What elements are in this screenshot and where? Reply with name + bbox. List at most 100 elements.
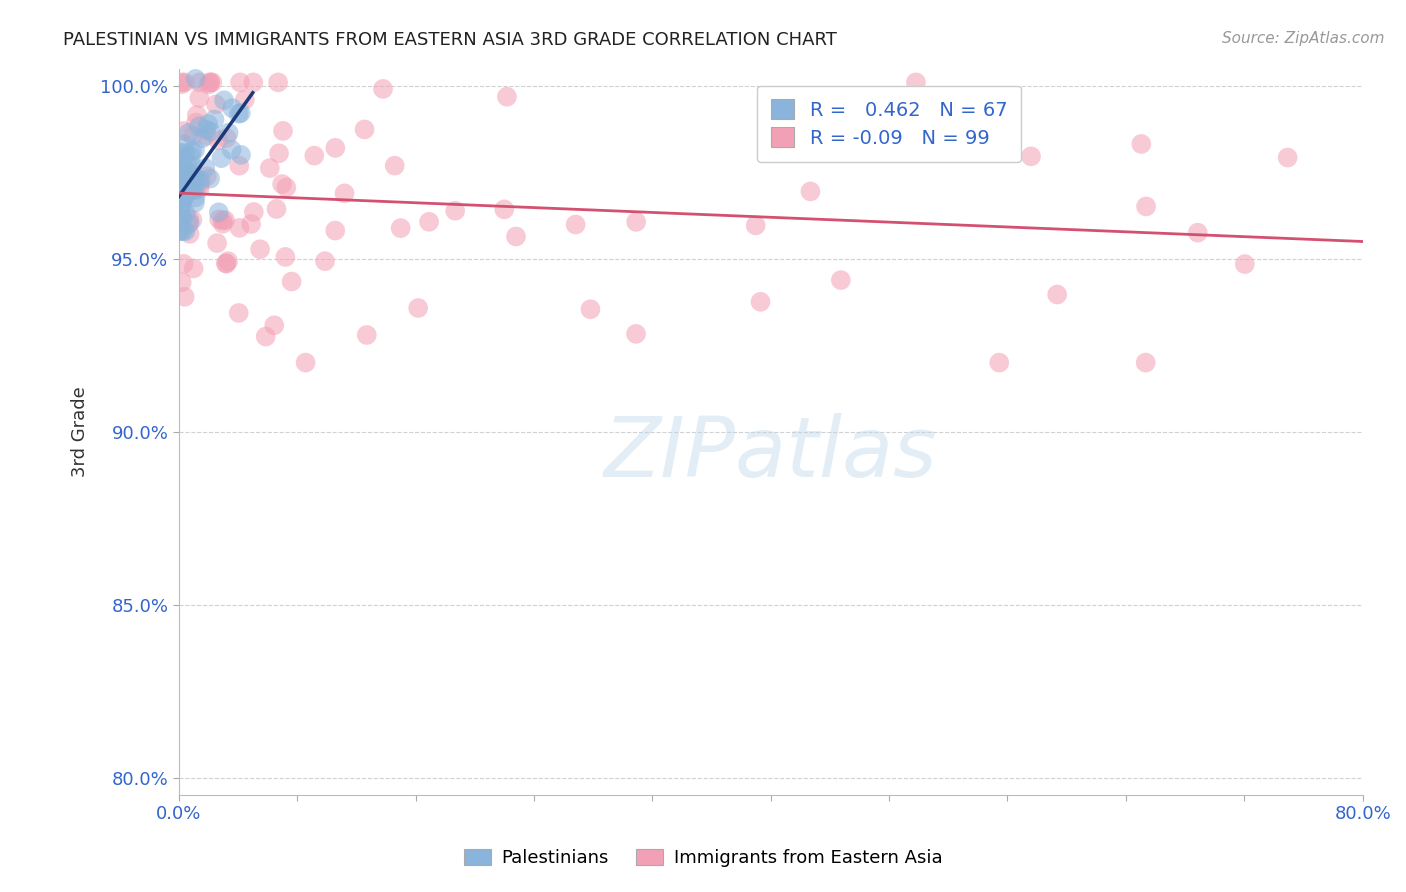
Point bbox=[172, 188, 194, 202]
Point bbox=[333, 186, 356, 201]
Point bbox=[271, 177, 294, 191]
Text: ZIPatlas: ZIPatlas bbox=[605, 413, 938, 494]
Point bbox=[173, 190, 195, 204]
Point bbox=[169, 171, 191, 186]
Point bbox=[904, 75, 927, 89]
Point bbox=[218, 126, 240, 140]
Point bbox=[172, 211, 194, 226]
Point bbox=[494, 202, 516, 217]
Point bbox=[173, 257, 195, 271]
Point bbox=[198, 171, 221, 186]
Point bbox=[242, 75, 264, 89]
Point bbox=[229, 106, 252, 120]
Point bbox=[209, 151, 232, 165]
Point bbox=[174, 145, 197, 160]
Point bbox=[188, 91, 211, 105]
Point bbox=[356, 328, 378, 343]
Point bbox=[254, 329, 277, 343]
Point bbox=[188, 120, 211, 134]
Point bbox=[195, 128, 218, 143]
Point bbox=[184, 71, 207, 86]
Point bbox=[179, 227, 201, 241]
Point bbox=[240, 217, 263, 231]
Point bbox=[215, 257, 238, 271]
Point bbox=[181, 183, 204, 197]
Point bbox=[181, 177, 204, 191]
Point bbox=[267, 75, 290, 89]
Point bbox=[207, 133, 229, 147]
Point bbox=[174, 168, 197, 182]
Point bbox=[214, 213, 236, 227]
Point bbox=[176, 170, 198, 185]
Point bbox=[169, 215, 191, 229]
Point bbox=[177, 212, 200, 227]
Point bbox=[180, 149, 202, 163]
Point bbox=[169, 181, 191, 195]
Point bbox=[1046, 287, 1069, 301]
Point bbox=[314, 254, 336, 268]
Point bbox=[294, 355, 316, 369]
Point bbox=[183, 177, 205, 191]
Point bbox=[208, 212, 231, 227]
Point bbox=[1277, 151, 1299, 165]
Point bbox=[208, 205, 231, 219]
Point bbox=[274, 250, 297, 264]
Point bbox=[228, 306, 250, 320]
Point bbox=[170, 199, 193, 213]
Point bbox=[181, 212, 204, 227]
Point bbox=[444, 203, 467, 218]
Point bbox=[418, 215, 440, 229]
Point bbox=[181, 181, 204, 195]
Point bbox=[170, 209, 193, 223]
Point bbox=[173, 124, 195, 138]
Point bbox=[173, 137, 195, 152]
Point bbox=[496, 89, 519, 103]
Point bbox=[211, 213, 233, 227]
Point bbox=[212, 93, 235, 107]
Point bbox=[505, 229, 527, 244]
Point bbox=[177, 218, 200, 232]
Text: Source: ZipAtlas.com: Source: ZipAtlas.com bbox=[1222, 31, 1385, 46]
Point bbox=[184, 171, 207, 186]
Point bbox=[197, 117, 219, 131]
Point bbox=[624, 326, 647, 341]
Point bbox=[190, 173, 212, 187]
Point bbox=[188, 177, 211, 191]
Point bbox=[195, 122, 218, 136]
Point bbox=[173, 290, 195, 304]
Point bbox=[271, 124, 294, 138]
Point bbox=[564, 218, 586, 232]
Point bbox=[181, 145, 204, 159]
Y-axis label: 3rd Grade: 3rd Grade bbox=[72, 386, 89, 477]
Point bbox=[188, 181, 211, 195]
Point bbox=[1233, 257, 1256, 271]
Point bbox=[170, 175, 193, 189]
Point bbox=[1135, 199, 1157, 213]
Point bbox=[195, 169, 218, 183]
Point bbox=[384, 159, 406, 173]
Point bbox=[184, 115, 207, 129]
Point bbox=[323, 223, 346, 237]
Point bbox=[176, 177, 198, 191]
Point bbox=[323, 141, 346, 155]
Point bbox=[177, 167, 200, 181]
Point bbox=[211, 217, 233, 231]
Point bbox=[183, 183, 205, 197]
Point bbox=[169, 188, 191, 202]
Point bbox=[173, 161, 195, 176]
Point bbox=[194, 161, 217, 175]
Point bbox=[200, 125, 222, 139]
Point bbox=[183, 261, 205, 276]
Point bbox=[221, 143, 243, 157]
Point bbox=[188, 75, 211, 89]
Point bbox=[353, 122, 375, 136]
Point bbox=[186, 108, 208, 122]
Point bbox=[177, 126, 200, 140]
Point bbox=[579, 302, 602, 317]
Legend: Palestinians, Immigrants from Eastern Asia: Palestinians, Immigrants from Eastern As… bbox=[457, 841, 949, 874]
Point bbox=[205, 97, 228, 112]
Point bbox=[389, 221, 412, 235]
Point bbox=[263, 318, 285, 333]
Point bbox=[174, 224, 197, 238]
Point bbox=[170, 198, 193, 212]
